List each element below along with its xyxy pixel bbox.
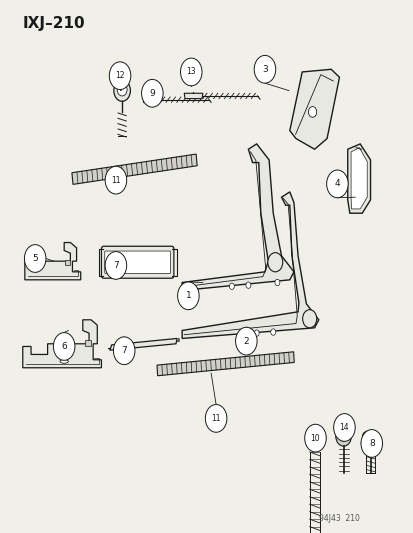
- Circle shape: [274, 279, 279, 286]
- Text: 7: 7: [121, 346, 127, 355]
- Polygon shape: [182, 192, 318, 338]
- Text: 11: 11: [211, 414, 220, 423]
- Text: 1: 1: [185, 292, 191, 300]
- Circle shape: [305, 425, 323, 449]
- Circle shape: [339, 431, 347, 441]
- Polygon shape: [23, 320, 101, 368]
- Circle shape: [245, 282, 250, 288]
- Text: 2: 2: [243, 337, 249, 345]
- Circle shape: [109, 62, 131, 90]
- Polygon shape: [347, 144, 370, 213]
- Ellipse shape: [362, 431, 377, 440]
- Circle shape: [117, 83, 127, 96]
- Text: 12: 12: [115, 71, 124, 80]
- Text: 4: 4: [334, 180, 339, 188]
- Circle shape: [24, 245, 46, 272]
- Circle shape: [113, 337, 135, 365]
- Text: 3: 3: [261, 65, 267, 74]
- Polygon shape: [289, 69, 339, 149]
- Polygon shape: [157, 352, 294, 376]
- Circle shape: [105, 252, 126, 279]
- Circle shape: [335, 426, 351, 446]
- Text: 9: 9: [149, 89, 155, 98]
- Ellipse shape: [60, 359, 68, 364]
- FancyBboxPatch shape: [101, 246, 173, 278]
- Text: 5: 5: [32, 254, 38, 263]
- Text: 7: 7: [113, 261, 119, 270]
- Text: 14: 14: [339, 423, 349, 432]
- Text: 8: 8: [368, 439, 374, 448]
- Circle shape: [114, 80, 130, 101]
- Polygon shape: [184, 93, 202, 99]
- Text: 6: 6: [61, 342, 67, 351]
- Bar: [85, 340, 91, 346]
- Circle shape: [333, 414, 354, 441]
- Circle shape: [141, 79, 163, 107]
- Text: 10: 10: [310, 434, 320, 442]
- Text: 13: 13: [186, 68, 196, 76]
- Circle shape: [254, 55, 275, 83]
- Circle shape: [308, 107, 316, 117]
- Polygon shape: [142, 97, 155, 102]
- Circle shape: [267, 253, 282, 272]
- Circle shape: [53, 333, 75, 360]
- Polygon shape: [109, 338, 177, 350]
- Circle shape: [205, 405, 226, 432]
- Polygon shape: [72, 154, 197, 184]
- Circle shape: [180, 58, 202, 86]
- Circle shape: [302, 310, 316, 328]
- FancyBboxPatch shape: [104, 251, 170, 273]
- Circle shape: [235, 327, 256, 355]
- Circle shape: [304, 424, 325, 452]
- Circle shape: [360, 430, 382, 457]
- Polygon shape: [182, 144, 293, 290]
- Polygon shape: [350, 148, 366, 209]
- Circle shape: [177, 282, 199, 310]
- Text: IXJ–210: IXJ–210: [23, 16, 85, 31]
- Text: 11: 11: [111, 176, 120, 184]
- Circle shape: [229, 283, 234, 289]
- Bar: [65, 260, 70, 265]
- Circle shape: [254, 330, 259, 336]
- Circle shape: [308, 430, 320, 445]
- Circle shape: [326, 170, 347, 198]
- Polygon shape: [25, 243, 81, 280]
- Circle shape: [105, 166, 126, 194]
- Text: 94J43  210: 94J43 210: [318, 514, 359, 523]
- Circle shape: [270, 329, 275, 335]
